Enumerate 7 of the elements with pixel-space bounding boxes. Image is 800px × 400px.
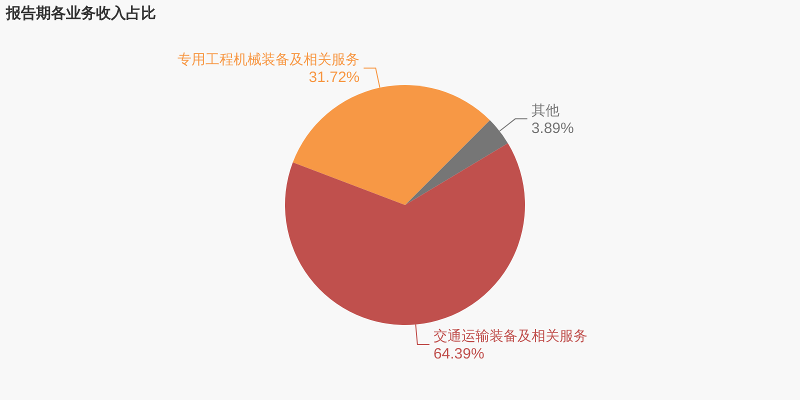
data-label: 3.89% bbox=[531, 120, 574, 137]
slice-label: 交通运输装备及相关服务 bbox=[433, 328, 588, 344]
slice-label: 专用工程机械装备及相关服务 bbox=[178, 52, 360, 68]
data-label: 64.39% bbox=[433, 345, 484, 362]
slice-label: 其他 bbox=[531, 102, 560, 119]
data-label: 31.72% bbox=[308, 69, 360, 86]
chart-title: 报告期各业务收入占比 bbox=[6, 4, 156, 23]
